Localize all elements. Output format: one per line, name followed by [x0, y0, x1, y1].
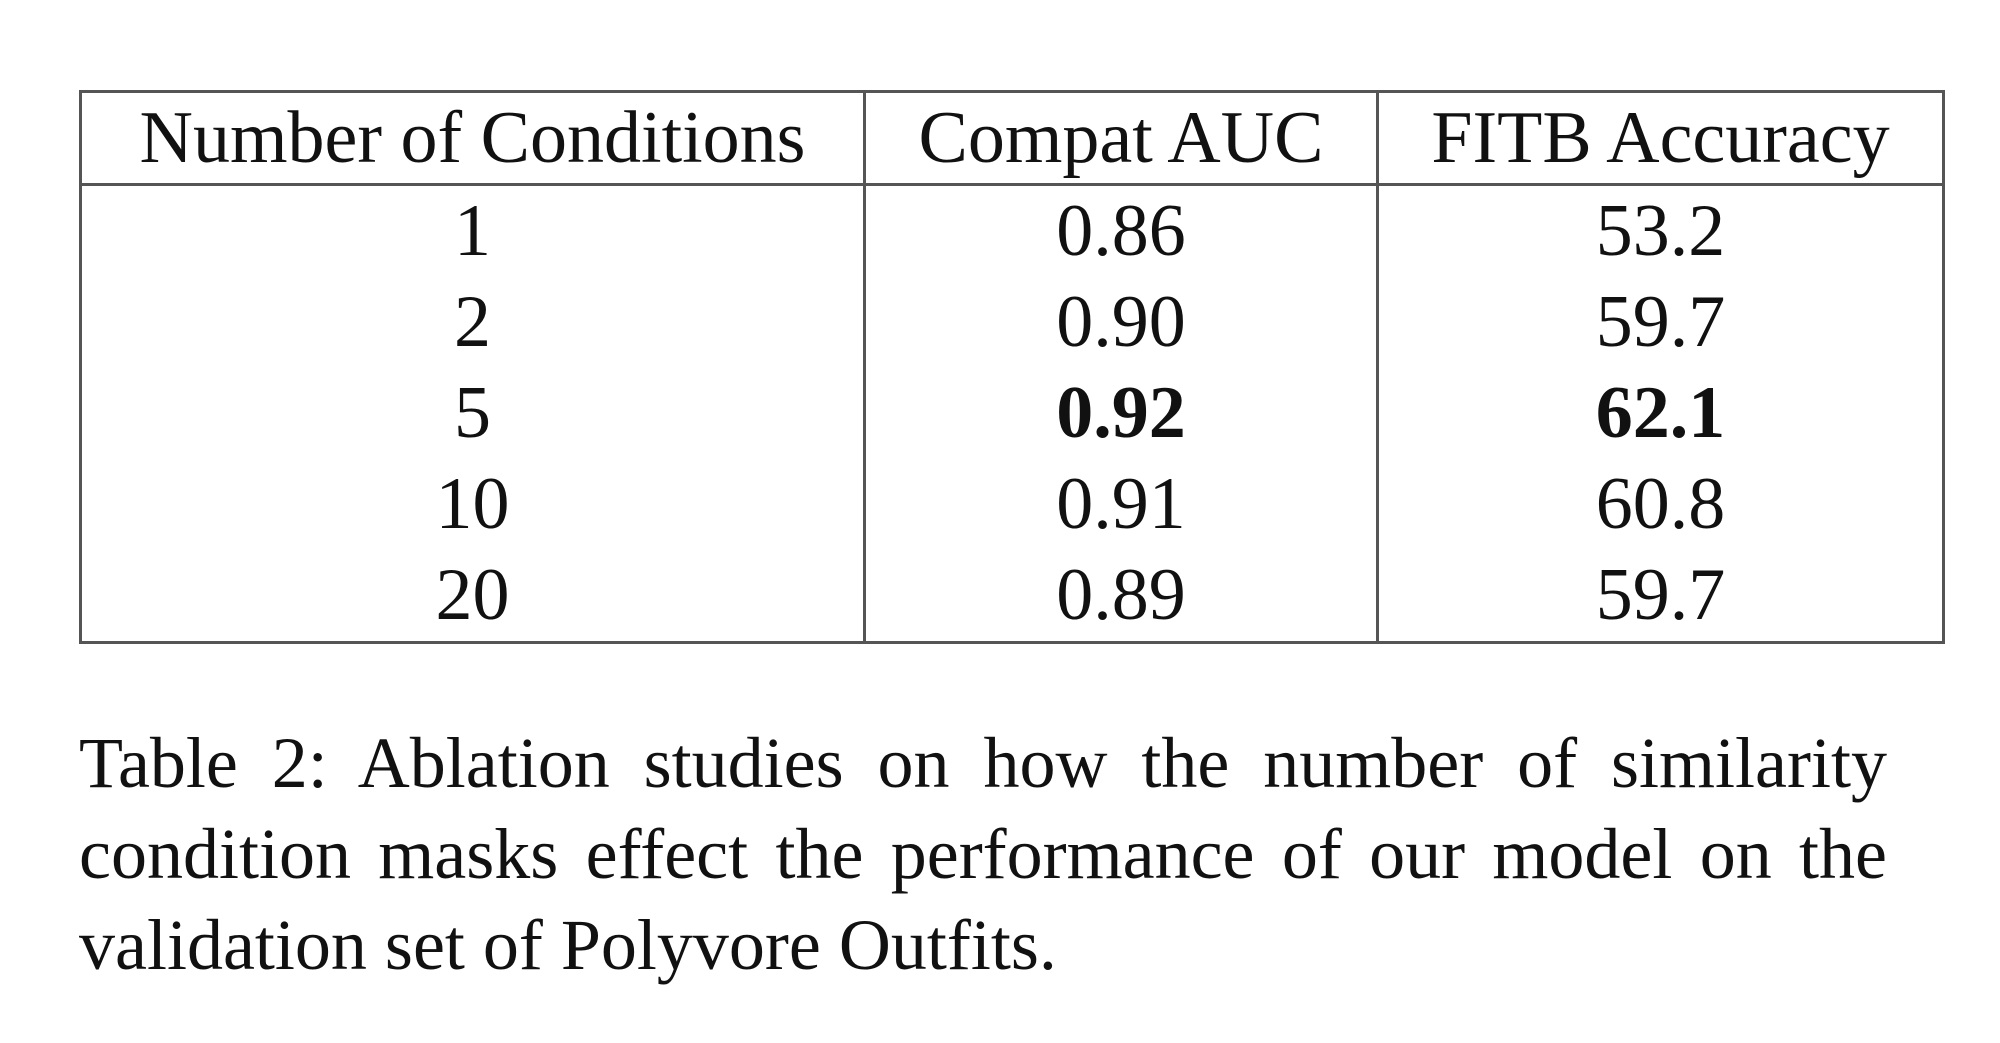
- header-row: Number of Conditions Compat AUC FITB Accur…: [79, 91, 1945, 186]
- table-cell: 10: [79, 459, 866, 550]
- table-cell: 62.1: [1376, 368, 1945, 459]
- table-cell: 0.89: [863, 550, 1379, 643]
- table-cell: 0.90: [863, 277, 1379, 368]
- table-row: 5 0.92 62.1: [79, 368, 1945, 459]
- results-table: Number of Conditions Compat AUC FITB Accur…: [79, 90, 1945, 644]
- table-cell: 0.91: [863, 459, 1379, 550]
- table-cell: 0.92: [863, 368, 1379, 459]
- table-cell: 60.8: [1376, 459, 1945, 550]
- table-cell: 59.7: [1376, 277, 1945, 368]
- table-cell: 59.7: [1376, 550, 1945, 643]
- table-cell: 53.2: [1376, 184, 1945, 277]
- table-row: 10 0.91 60.8: [79, 459, 1945, 550]
- table-cell: 20: [79, 550, 866, 643]
- column-header: Number of Conditions: [79, 91, 866, 186]
- table-row: 2 0.90 59.7: [79, 277, 1945, 368]
- column-header: Compat AUC: [863, 91, 1379, 186]
- table-cell: 0.86: [863, 184, 1379, 277]
- table-row: 20 0.89 59.7: [79, 550, 1945, 643]
- table-row: 1 0.86 53.2: [79, 184, 1945, 277]
- table-cell: 2: [79, 277, 866, 368]
- table-cell: 1: [79, 184, 866, 277]
- column-header: FITB Accuracy: [1376, 91, 1945, 186]
- table-cell: 5: [79, 368, 866, 459]
- table-caption: Table 2: Ablation studies on how the num…: [79, 723, 1887, 985]
